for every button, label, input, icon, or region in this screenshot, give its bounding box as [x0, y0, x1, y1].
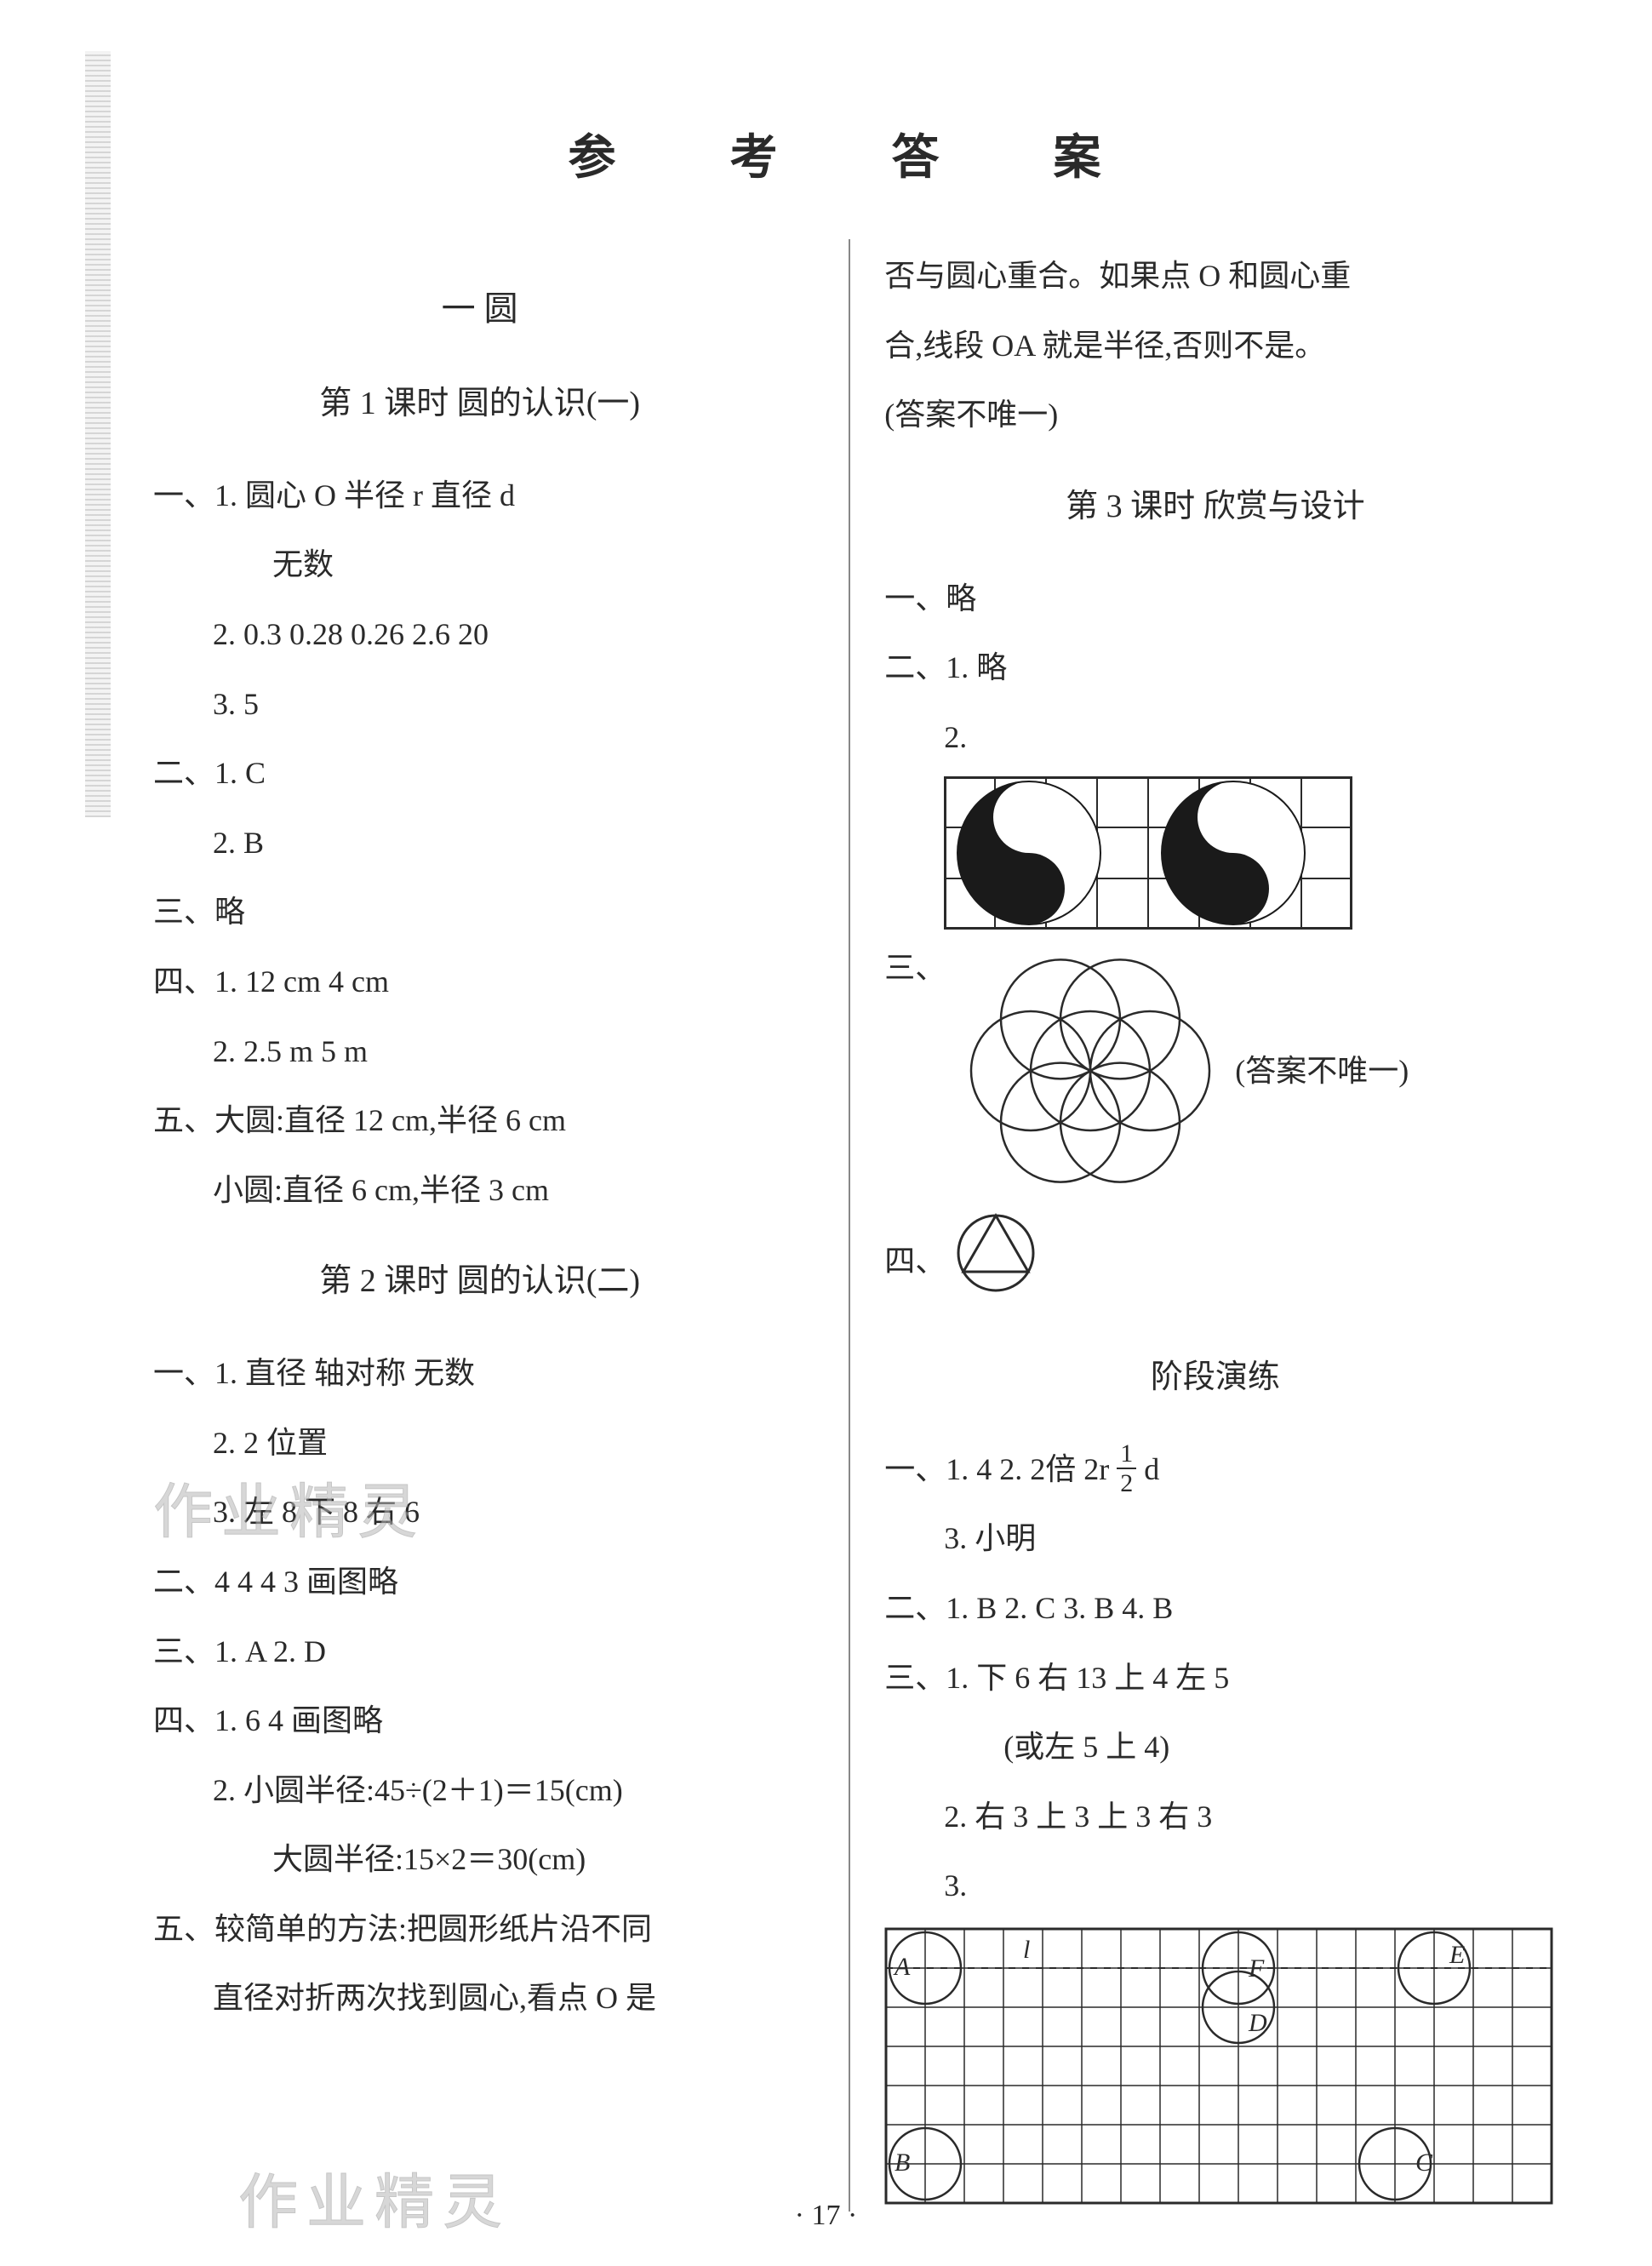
- l1-q4-2: 2. 2.5 m 5 m: [153, 1020, 806, 1084]
- svg-text:D: D: [1248, 2009, 1267, 2037]
- svg-text:E: E: [1449, 1941, 1465, 1969]
- l3-q3: 三、 (答案不唯一): [884, 936, 1546, 1205]
- l2-q5b: 直径对折两次找到圆心,看点 O 是: [153, 1966, 806, 2031]
- l2-q2: 二、4 4 4 3 画图略: [153, 1550, 806, 1615]
- l1-q1-1: 一、1. 圆心 O 半径 r 直径 d: [153, 464, 806, 529]
- l1-q5a: 五、大圆:直径 12 cm,半径 6 cm: [153, 1089, 806, 1153]
- page: 参 考 答 案 一 圆 第 1 课时 圆的认识(一) 一、1. 圆心 O 半径 …: [0, 0, 1652, 2266]
- page-number: · 17 ·: [795, 2200, 858, 2232]
- l3-q2-2-wrap: 2.: [884, 706, 1546, 930]
- binding-strip: [85, 51, 111, 817]
- lesson2-heading: 第 2 课时 圆的认识(二): [153, 1248, 806, 1316]
- l2-q4-2: 2. 小圆半径:45÷(2＋1)＝15(cm): [153, 1759, 806, 1823]
- lesson3-heading: 第 3 课时 欣赏与设计: [884, 473, 1546, 541]
- right-column: 否与圆心重合。如果点 O 和圆心重 合,线段 OA 就是半径,否则不是。 (答案…: [867, 239, 1546, 2212]
- st-q3-1: 三、1. 下 6 右 13 上 4 左 5: [884, 1646, 1546, 1711]
- cont2: 合,线段 OA 就是半径,否则不是。: [884, 314, 1546, 379]
- st-q1-3: 3. 小明: [884, 1507, 1546, 1571]
- yinyang-figure: [944, 776, 1352, 930]
- l3-q1: 一、略: [884, 567, 1546, 632]
- cont3: (答案不唯一): [884, 383, 1546, 448]
- flower-figure: [963, 943, 1218, 1199]
- st-q3-3: 3.: [884, 1854, 1546, 1919]
- l3-q3-note: (答案不唯一): [1235, 1039, 1409, 1104]
- l3-q2-1: 二、1. 略: [884, 636, 1546, 701]
- l3-q4: 四、: [884, 1210, 1546, 1319]
- cont1: 否与圆心重合。如果点 O 和圆心重: [884, 244, 1546, 309]
- l3-q4-label: 四、: [884, 1245, 946, 1279]
- l2-q5a: 五、较简单的方法:把圆形纸片沿不同: [153, 1897, 806, 1962]
- svg-text:A: A: [893, 1953, 911, 1981]
- content-columns: 一 圆 第 1 课时 圆的认识(一) 一、1. 圆心 O 半径 r 直径 d 无…: [153, 239, 1567, 2212]
- column-divider: [849, 239, 850, 2212]
- svg-text:F: F: [1248, 1954, 1265, 1983]
- l1-q3: 三、略: [153, 880, 806, 945]
- l1-q4-1: 四、1. 12 cm 4 cm: [153, 950, 806, 1015]
- l1-q1-3: 3. 5: [153, 672, 806, 737]
- st-q2: 二、1. B 2. C 3. B 4. B: [884, 1576, 1546, 1641]
- svg-text:B: B: [895, 2149, 910, 2177]
- st-q1-1b: d: [1144, 1452, 1159, 1486]
- l1-q2-1: 二、1. C: [153, 741, 806, 806]
- svg-text:l: l: [1023, 1936, 1030, 1964]
- st-q3-1b: (或左 5 上 4): [884, 1715, 1546, 1780]
- l2-q4-2b: 大圆半径:15×2＝30(cm): [153, 1828, 806, 1892]
- svg-text:C: C: [1415, 2149, 1433, 2177]
- stage-heading: 阶段演练: [884, 1344, 1546, 1412]
- l1-q5b: 小圆:直径 6 cm,半径 3 cm: [153, 1159, 806, 1223]
- page-title: 参 考 答 案: [153, 119, 1567, 188]
- l1-q1-2: 2. 0.3 0.28 0.26 2.6 20: [153, 603, 806, 667]
- grid-circles-figure: A E FD B Cl: [884, 1927, 1553, 2205]
- triangle-in-circle-figure: [953, 1210, 1038, 1319]
- l2-q1-3: 3. 左 8 下 8 右 6: [153, 1480, 806, 1545]
- chapter-heading: 一 圆: [153, 273, 806, 345]
- left-column: 一 圆 第 1 课时 圆的认识(一) 一、1. 圆心 O 半径 r 直径 d 无…: [153, 239, 832, 2212]
- l2-q4-1: 四、1. 6 4 画图略: [153, 1689, 806, 1754]
- fraction-half: 12: [1117, 1439, 1136, 1497]
- lesson1-heading: 第 1 课时 圆的认识(一): [153, 370, 806, 438]
- l2-q3: 三、1. A 2. D: [153, 1620, 806, 1685]
- l3-q2-2-label: 2.: [944, 720, 967, 754]
- l2-q1-1: 一、1. 直径 轴对称 无数: [153, 1342, 806, 1406]
- l1-q2-2: 2. B: [153, 811, 806, 876]
- l2-q1-2: 2. 2 位置: [153, 1411, 806, 1476]
- st-q1-1a: 一、1. 4 2. 2倍 2r: [884, 1452, 1117, 1486]
- st-q1-1: 一、1. 4 2. 2倍 2r 12 d: [884, 1438, 1546, 1502]
- st-q3-2: 2. 右 3 上 3 上 3 右 3: [884, 1785, 1546, 1850]
- l1-q1-1b: 无数: [153, 533, 806, 598]
- l3-q3-label: 三、: [884, 936, 946, 1001]
